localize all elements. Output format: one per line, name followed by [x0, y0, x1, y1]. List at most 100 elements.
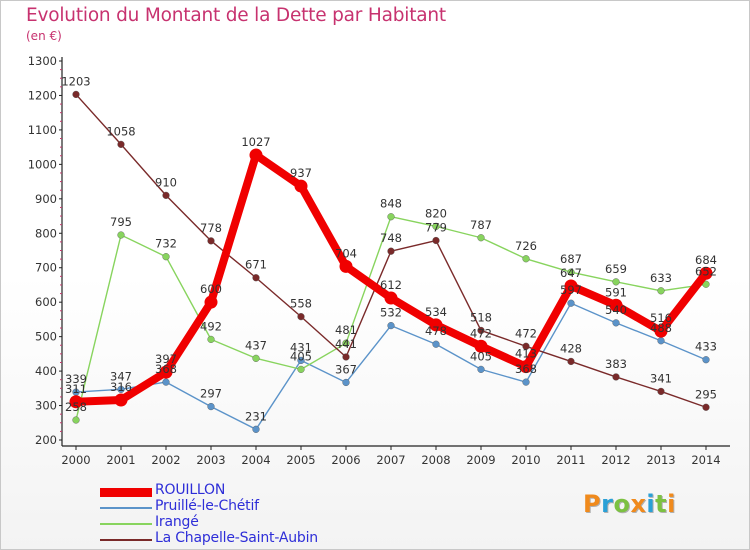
data-label: 848	[380, 197, 402, 211]
data-label: 532	[380, 306, 402, 320]
data-label: 488	[650, 321, 672, 335]
data-label: 937	[290, 166, 312, 180]
data-point-rouillon	[429, 318, 443, 332]
data-label: 1203	[61, 74, 90, 88]
logo-letter: r	[601, 490, 614, 518]
data-point-rouillon	[249, 148, 263, 162]
data-point-rouillon	[159, 365, 173, 379]
data-label: 405	[290, 349, 312, 363]
data-point-irange	[207, 335, 215, 343]
legend-swatch	[100, 507, 152, 509]
data-point-pruille-le-chetif	[567, 299, 575, 307]
y-tick-label: 400	[35, 364, 57, 378]
data-label: 534	[425, 305, 447, 319]
data-label: 516	[650, 311, 672, 325]
data-point-pruille-le-chetif	[297, 356, 305, 365]
data-point-la-chapelle-saint-aubin	[72, 90, 80, 99]
data-label: 671	[245, 258, 267, 272]
data-point-la-chapelle-saint-aubin	[162, 191, 170, 199]
data-point-la-chapelle-saint-aubin	[477, 326, 485, 335]
logo-letter: P	[583, 490, 602, 518]
data-point-pruille-le-chetif	[252, 425, 260, 433]
data-point-pruille-le-chetif	[612, 319, 620, 327]
x-tick-label: 2002	[151, 453, 180, 467]
x-tick-label: 2012	[601, 453, 630, 467]
legend-label: Irangé	[155, 514, 199, 530]
x-tick-label: 2014	[691, 453, 720, 467]
data-label: 820	[425, 206, 447, 220]
logo-letter: x	[630, 490, 647, 518]
data-point-pruille-le-chetif	[702, 356, 710, 364]
data-point-rouillon	[654, 324, 668, 338]
data-label: 687	[560, 252, 582, 266]
data-point-irange	[702, 280, 710, 288]
data-label: 597	[560, 283, 582, 297]
data-label: 795	[110, 215, 132, 229]
data-point-rouillon	[384, 291, 398, 305]
data-label: 231	[245, 409, 267, 423]
data-label: 787	[470, 218, 492, 232]
x-tick-label: 2011	[556, 453, 585, 467]
x-tick-label: 2004	[241, 453, 270, 467]
data-label: 431	[290, 340, 312, 354]
data-label: 540	[605, 303, 627, 317]
data-label: 433	[695, 340, 717, 354]
data-point-rouillon	[69, 395, 83, 409]
data-point-pruille-le-chetif	[387, 322, 395, 330]
data-point-irange	[477, 234, 485, 242]
data-point-rouillon	[294, 179, 308, 193]
data-point-rouillon	[564, 279, 578, 293]
data-point-la-chapelle-saint-aubin	[567, 357, 575, 366]
data-point-rouillon	[474, 339, 488, 353]
data-point-la-chapelle-saint-aubin	[702, 403, 710, 411]
data-label: 311	[65, 382, 87, 396]
data-label: 492	[200, 319, 222, 333]
data-point-pruille-le-chetif	[477, 365, 485, 373]
data-point-pruille-le-chetif	[522, 378, 530, 386]
logo-letter: i	[667, 490, 676, 518]
data-label: 297	[200, 387, 222, 401]
data-point-la-chapelle-saint-aubin	[297, 313, 305, 321]
data-label: 779	[425, 221, 447, 235]
data-point-la-chapelle-saint-aubin	[612, 373, 620, 381]
data-label: 748	[380, 231, 402, 245]
data-point-irange	[522, 255, 530, 263]
data-point-pruille-le-chetif	[162, 378, 170, 386]
y-tick-label: 700	[35, 261, 57, 275]
data-label: 778	[200, 221, 222, 235]
data-point-rouillon	[699, 266, 713, 280]
legend-swatch	[100, 487, 152, 497]
y-tick-label: 300	[35, 399, 57, 413]
x-tick-label: 2010	[511, 453, 540, 467]
data-label: 704	[335, 246, 357, 260]
data-point-irange	[72, 416, 80, 424]
x-tick-label: 2008	[421, 453, 450, 467]
data-label: 413	[515, 347, 537, 361]
data-point-irange	[162, 253, 170, 261]
data-label: 347	[110, 369, 132, 383]
data-point-rouillon	[204, 295, 218, 309]
data-point-rouillon	[114, 393, 128, 407]
legend-swatch	[100, 539, 152, 541]
chart-unit: (en €)	[26, 29, 62, 43]
data-label: 910	[155, 175, 177, 189]
data-label: 684	[695, 253, 717, 267]
data-label: 472	[470, 326, 492, 340]
data-point-irange	[567, 268, 575, 276]
x-tick-label: 2001	[106, 453, 135, 467]
data-label: 295	[695, 387, 717, 401]
data-label: 1058	[106, 124, 135, 138]
data-point-rouillon	[339, 259, 353, 273]
y-tick-label: 900	[35, 192, 57, 206]
legend-label: La Chapelle-Saint-Aubin	[155, 530, 318, 546]
y-tick-label: 1100	[28, 123, 57, 137]
data-label: 558	[290, 297, 312, 311]
data-point-pruille-le-chetif	[432, 340, 440, 348]
data-point-irange	[657, 287, 665, 295]
data-point-irange	[387, 213, 395, 221]
y-tick-label: 1000	[28, 157, 57, 171]
data-label: 600	[200, 282, 222, 296]
data-label: 397	[155, 352, 177, 366]
